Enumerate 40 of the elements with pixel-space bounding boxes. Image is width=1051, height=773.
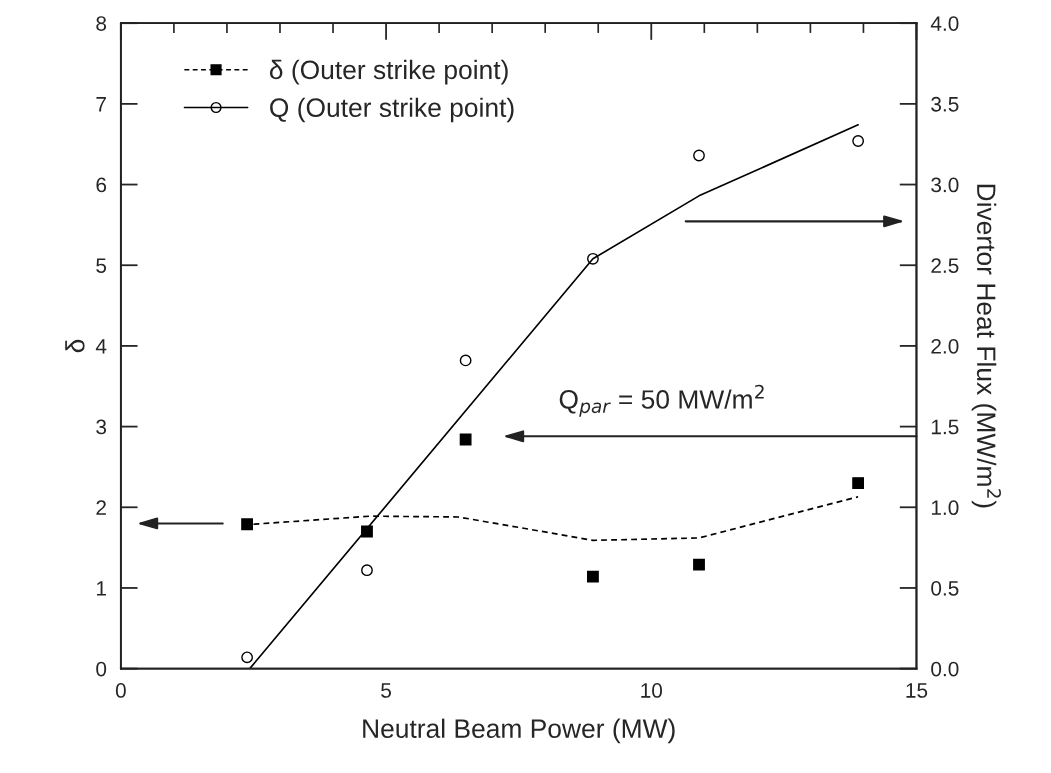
y-tick-label: 7 — [96, 97, 106, 112]
y-tick-label: 4 — [95, 339, 107, 354]
y2-tick-label: 2.0 — [931, 338, 959, 354]
point — [459, 354, 472, 367]
y-tick-label: 8 — [96, 16, 107, 31]
y-tick-label: 1 — [96, 581, 106, 596]
y-tick-label: 3 — [96, 419, 107, 435]
y-tick-label: 5 — [96, 258, 107, 273]
point — [361, 564, 373, 577]
annotation: Q$_{par}$ = 50 MW/m$^{2}$ — [559, 384, 764, 417]
point — [241, 651, 254, 664]
point — [587, 570, 599, 583]
point — [693, 149, 705, 162]
line-series — [248, 124, 859, 669]
y2-tick-label: 3.5 — [931, 96, 959, 112]
y2-axis-title: Divertor Heat Flux (MW/m$^{2}$) — [971, 184, 1001, 508]
point — [693, 558, 705, 571]
point — [852, 477, 865, 489]
y-tick-label: 6 — [96, 177, 107, 193]
x-tick-label: 10 — [641, 683, 663, 698]
y-tick-label: 0 — [96, 661, 107, 677]
point — [459, 433, 472, 446]
y2-tick-label: 0.0 — [931, 661, 959, 677]
y-tick-label: 2 — [96, 500, 106, 515]
y2-tick-label: 1.5 — [931, 419, 959, 435]
legend-label: δ (Outer strike point) — [269, 59, 508, 85]
y-axis-title: δ — [65, 339, 85, 353]
y2-tick-label: 3.0 — [931, 177, 959, 193]
legend-label: Q (Outer strike point) — [270, 97, 514, 123]
x-tick-label: 5 — [381, 683, 391, 698]
y2-tick-label: 2.5 — [931, 258, 959, 273]
y2-tick-label: 4.0 — [930, 16, 959, 31]
y2-tick-label: 1.0 — [931, 500, 959, 516]
point — [241, 518, 254, 531]
x-axis-title: Neutral Beam Power (MW) — [363, 718, 675, 744]
x-tick-label: 0 — [115, 683, 126, 698]
point — [587, 252, 599, 265]
point — [852, 135, 865, 147]
y2-tick-label: 0.5 — [931, 580, 959, 596]
x-tick-label: 15 — [906, 683, 928, 698]
